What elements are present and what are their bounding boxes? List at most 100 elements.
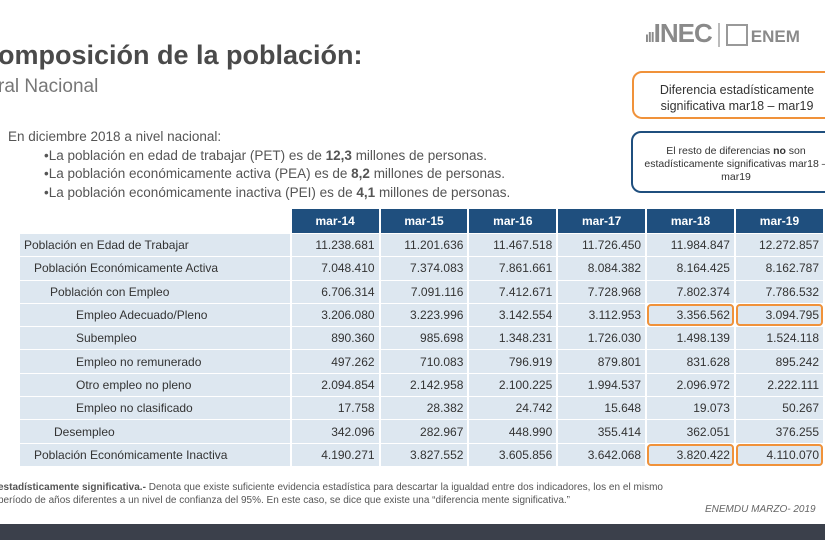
table-cell: 3.142.554 bbox=[469, 303, 557, 327]
legend-not-significant: El resto de diferencias no son estadísti… bbox=[631, 131, 825, 193]
table-cell: 8.162.787 bbox=[735, 257, 823, 280]
table-cell: 28.382 bbox=[380, 397, 468, 420]
source-label: ENEMDU MARZO- 2019 bbox=[705, 504, 816, 515]
intro-bullet: •La población económicamente inactiva (P… bbox=[44, 184, 511, 200]
table-cell: 11.984.847 bbox=[647, 234, 734, 257]
table-cell: 2.222.111 bbox=[735, 373, 823, 397]
table-cell: 879.801 bbox=[558, 350, 646, 373]
row-label: Subempleo bbox=[20, 327, 290, 350]
row-label: Empleo Adecuado/Pleno bbox=[20, 303, 290, 327]
table-cell: 342.096 bbox=[291, 420, 379, 443]
footnote: estadísticamente significativa.- Denota … bbox=[0, 482, 663, 506]
table-cell: 3.112.953 bbox=[558, 303, 646, 327]
table-cell: 3.820.422 bbox=[647, 443, 734, 466]
table-row: Población con Empleo 6.706.314 7.091.116 7.… bbox=[20, 280, 823, 303]
table-row: Subempleo 890.360 985.698 1.348.231 1.726.03… bbox=[20, 327, 823, 350]
table-cell: 3.223.996 bbox=[380, 303, 468, 327]
table-cell: 11.467.518 bbox=[469, 234, 557, 257]
table-cell: 1.726.030 bbox=[558, 327, 646, 350]
table-cell: 710.083 bbox=[380, 350, 468, 373]
table-cell: 7.861.661 bbox=[469, 257, 557, 280]
table-cell: 1.498.139 bbox=[647, 327, 734, 350]
table-cell: 1.348.231 bbox=[469, 327, 557, 350]
table-cell: 895.242 bbox=[735, 350, 823, 373]
table-cell: 19.073 bbox=[647, 397, 734, 420]
intro-bullet: •La población en edad de trabajar (PET) … bbox=[44, 147, 488, 163]
table-cell: 796.919 bbox=[469, 350, 557, 373]
table-row: Población en Edad de Trabajar 11.238.681 1… bbox=[20, 234, 823, 257]
table-cell: 7.786.532 bbox=[735, 280, 823, 303]
table-cell: 8.084.382 bbox=[558, 257, 646, 280]
row-label: Población en Edad de Trabajar bbox=[20, 234, 290, 257]
row-label: Desempleo bbox=[20, 420, 290, 443]
column-header: mar-18 bbox=[647, 209, 734, 233]
table-cell: 6.706.314 bbox=[291, 280, 379, 303]
table-cell: 831.628 bbox=[647, 350, 734, 373]
table-cell: 1.524.118 bbox=[735, 327, 823, 350]
table-cell: 985.698 bbox=[380, 327, 468, 350]
table-cell: 7.802.374 bbox=[647, 280, 734, 303]
table-cell: 362.051 bbox=[647, 420, 734, 443]
table-cell: 7.048.410 bbox=[291, 257, 379, 280]
row-label: Empleo no remunerado bbox=[20, 350, 290, 373]
table-row: Empleo Adecuado/Pleno 3.206.080 3.223.996 3… bbox=[20, 303, 823, 327]
table-cell: 3.094.795 bbox=[735, 303, 823, 327]
table-row: Empleo no clasificado 17.758 28.382 24.742 1… bbox=[20, 397, 823, 420]
table-cell: 4.110.070 bbox=[735, 443, 823, 466]
inec-logo: ıllINEC ENEM bbox=[645, 18, 800, 48]
table-cell: 7.412.671 bbox=[469, 280, 557, 303]
row-label: Población Económicamente Inactiva bbox=[20, 443, 290, 466]
table-cell: 3.356.562 bbox=[647, 303, 734, 327]
table-cell: 50.267 bbox=[735, 397, 823, 420]
table-row: Población Económicamente Activa 7.048.410… bbox=[20, 257, 823, 280]
table-cell: 7.728.968 bbox=[558, 280, 646, 303]
table-cell: 3.605.856 bbox=[469, 443, 557, 466]
header-blank bbox=[20, 209, 290, 233]
table-cell: 11.238.681 bbox=[291, 234, 379, 257]
column-header: mar-19 bbox=[735, 209, 823, 233]
table-cell: 15.648 bbox=[558, 397, 646, 420]
table-cell: 24.742 bbox=[469, 397, 557, 420]
population-table: mar-14 mar-15 mar-16 mar-17 mar-18 mar-19 Pob… bbox=[18, 208, 825, 467]
table-cell: 355.414 bbox=[558, 420, 646, 443]
intro-lead: En diciembre 2018 a nivel nacional: bbox=[8, 129, 222, 144]
seal-icon bbox=[725, 24, 748, 47]
table-row: Desempleo 342.096 282.967 448.990 355.414 362… bbox=[20, 420, 823, 443]
table-cell: 2.096.972 bbox=[647, 373, 734, 397]
intro-text: En diciembre 2018 a nivel nacional: •La … bbox=[8, 128, 510, 202]
table-row: Empleo no remunerado 497.262 710.083 796.91… bbox=[20, 350, 823, 373]
table-row: Otro empleo no pleno 2.094.854 2.142.958 2.… bbox=[20, 373, 823, 397]
table-cell: 376.255 bbox=[735, 420, 823, 443]
table-cell: 3.642.068 bbox=[558, 443, 646, 466]
table-cell: 7.374.083 bbox=[380, 257, 468, 280]
table-cell: 497.262 bbox=[291, 350, 379, 373]
table-cell: 17.758 bbox=[291, 397, 379, 420]
bottom-bar bbox=[0, 524, 825, 540]
table-cell: 4.190.271 bbox=[291, 443, 379, 466]
table-cell: 11.726.450 bbox=[558, 234, 646, 257]
table-cell: 2.100.225 bbox=[469, 373, 557, 397]
column-header: mar-17 bbox=[558, 209, 646, 233]
legend-significant: Diferencia estadísticamente significativ… bbox=[632, 71, 825, 119]
row-label: Población con Empleo bbox=[20, 280, 290, 303]
table-cell: 1.994.537 bbox=[558, 373, 646, 397]
table-cell: 11.201.636 bbox=[380, 234, 468, 257]
row-label: Otro empleo no pleno bbox=[20, 373, 290, 397]
table-cell: 7.091.116 bbox=[380, 280, 468, 303]
table-cell: 282.967 bbox=[380, 420, 468, 443]
column-header: mar-14 bbox=[291, 209, 379, 233]
table-cell: 2.142.958 bbox=[380, 373, 468, 397]
page-title: omposición de la población: bbox=[0, 40, 363, 70]
table-cell: 12.272.857 bbox=[735, 234, 823, 257]
row-label: Empleo no clasificado bbox=[20, 397, 290, 420]
table-cell: 8.164.425 bbox=[647, 257, 734, 280]
table-cell: 448.990 bbox=[469, 420, 557, 443]
table-cell: 890.360 bbox=[291, 327, 379, 350]
table-cell: 2.094.854 bbox=[291, 373, 379, 397]
column-header: mar-16 bbox=[469, 209, 557, 233]
row-label: Población Económicamente Activa bbox=[20, 257, 290, 280]
table-cell: 3.827.552 bbox=[380, 443, 468, 466]
page-subtitle: ral Nacional bbox=[0, 76, 99, 97]
table-cell: 3.206.080 bbox=[291, 303, 379, 327]
column-header: mar-15 bbox=[380, 209, 468, 233]
